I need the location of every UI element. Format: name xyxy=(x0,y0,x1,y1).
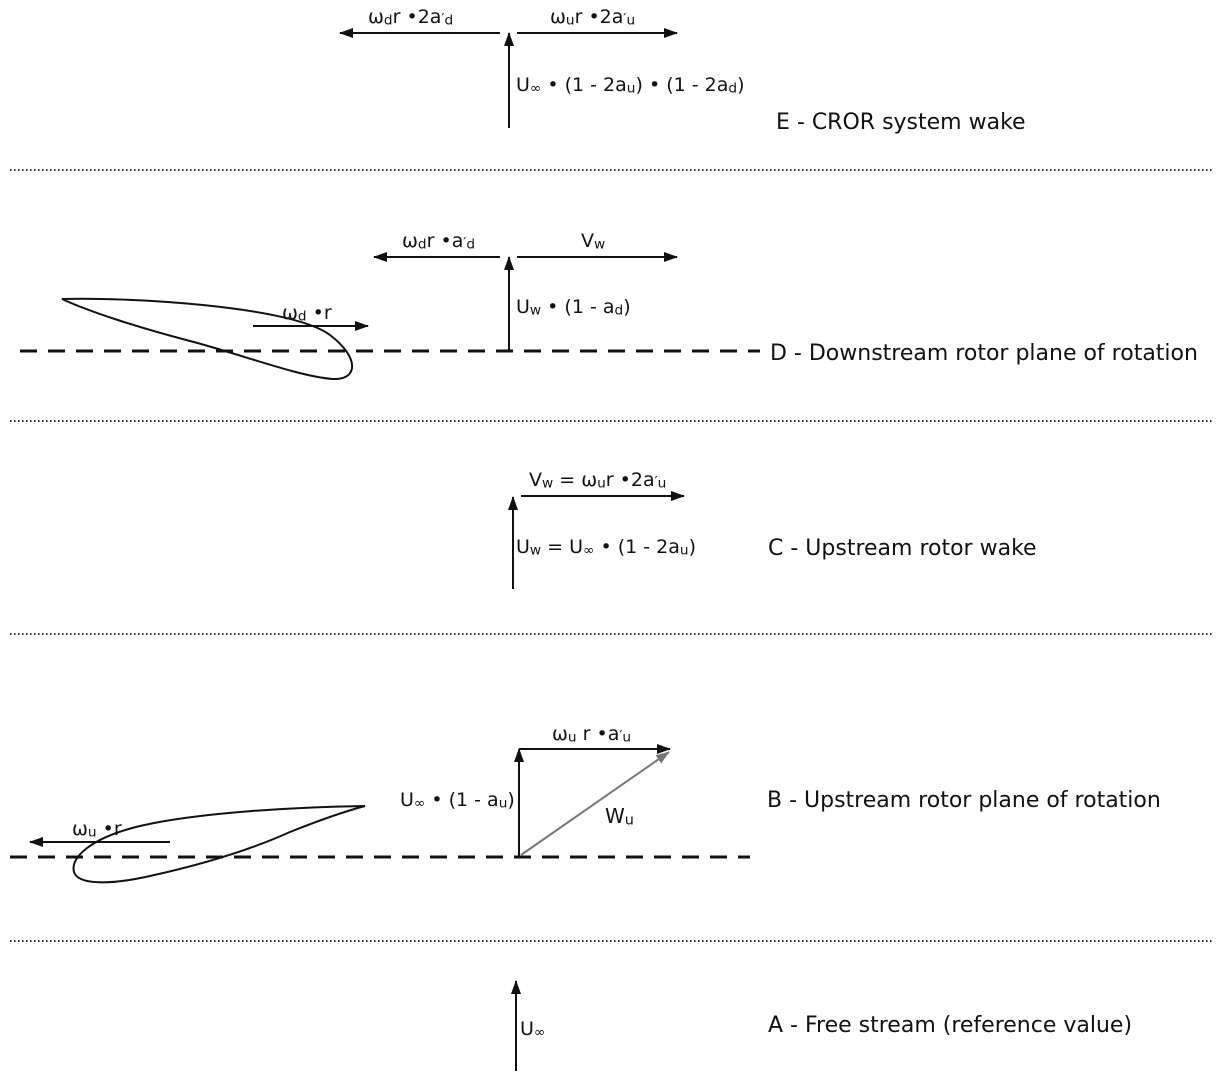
label-b-blade-speed: ωu •r xyxy=(72,818,122,841)
section-a-title: A - Free stream (reference value) xyxy=(768,1013,1133,1038)
label-d-blade-speed: ωd •r xyxy=(282,302,332,325)
label-d-axial: Uw • (1 - ad) xyxy=(516,296,631,319)
section-c-title: C - Upstream rotor wake xyxy=(768,536,1037,561)
label-c-axial: Uw = U∞ • (1 - 2au) xyxy=(516,536,697,559)
label-e-upstream-swirl: ωur •2a′u xyxy=(550,6,636,29)
b-relative-velocity-arrow xyxy=(520,751,670,856)
section-b-title: B - Upstream rotor plane of rotation xyxy=(767,788,1161,813)
d-downstream-blade-airfoil xyxy=(61,297,354,381)
section-e-title: E - CROR system wake xyxy=(776,110,1026,135)
label-b-relative-velocity: Wu xyxy=(605,804,634,829)
label-e-axial: U∞ • (1 - 2au) • (1 - 2ad) xyxy=(516,74,745,97)
label-b-axial: U∞ • (1 - au) xyxy=(400,789,515,812)
label-a-freestream: U∞ xyxy=(520,1018,546,1041)
label-b-swirl: ωu r •a′u xyxy=(552,723,632,746)
label-c-swirl: Vw = ωur •2a′u xyxy=(529,469,667,492)
section-d-title: D - Downstream rotor plane of rotation xyxy=(770,341,1198,366)
label-d-swirl-velocity: Vw xyxy=(581,230,606,253)
label-d-downstream-swirl: ωdr •a′d xyxy=(402,230,476,253)
label-e-downstream-swirl: ωdr •2a′d xyxy=(368,6,454,29)
b-upstream-blade-airfoil xyxy=(72,805,366,884)
